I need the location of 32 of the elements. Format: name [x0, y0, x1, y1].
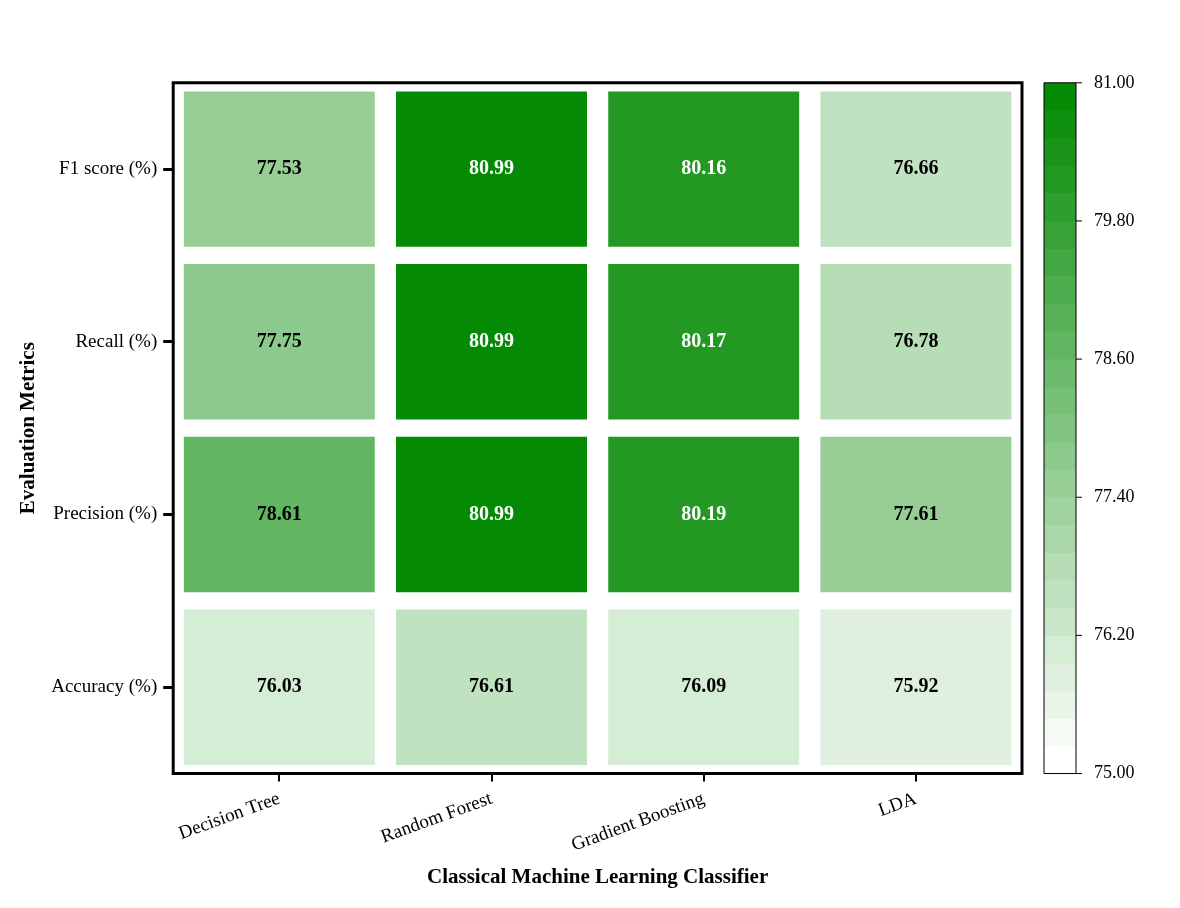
data-label: 76.78	[893, 329, 939, 351]
color-bar-label: 81.00	[1094, 71, 1135, 92]
x-axis-title: Classical Machine Learning Classifier	[426, 863, 769, 888]
x-tick-label: Decision Tree	[175, 786, 283, 843]
data-label: 76.66	[893, 156, 939, 179]
data-label: 80.16	[681, 156, 727, 179]
color-bar-label: 79.80	[1094, 209, 1135, 230]
y-tick-label: F1 score (%)	[59, 157, 158, 180]
y-tick-label: Accuracy (%)	[51, 675, 158, 698]
x-tick-label: Gradient Boosting	[568, 786, 708, 855]
data-label: 80.99	[469, 501, 515, 524]
y-tick-label: Recall (%)	[75, 329, 158, 352]
data-label: 77.53	[256, 156, 302, 179]
data-label: 80.99	[469, 329, 515, 351]
data-label: 77.75	[256, 329, 302, 351]
color-bar-label: 78.60	[1094, 347, 1135, 368]
color-bar-label: 75.00	[1094, 762, 1135, 783]
color-bar-label: 77.40	[1094, 485, 1135, 506]
color-bar-label: 76.20	[1094, 624, 1135, 645]
data-label: 80.99	[469, 156, 515, 179]
data-label: 76.03	[256, 674, 302, 697]
x-tick-label: LDA	[875, 786, 920, 821]
data-label: 75.92	[893, 674, 939, 697]
data-label: 77.61	[893, 501, 939, 524]
y-axis-title: Evaluation Metrics	[15, 342, 40, 515]
data-label: 76.61	[469, 674, 515, 697]
data-label: 80.19	[681, 501, 727, 524]
data-label: 80.17	[681, 329, 727, 351]
x-tick-label: Random Forest	[377, 786, 496, 847]
data-label: 76.09	[681, 674, 727, 697]
y-tick-label: Precision (%)	[53, 502, 158, 525]
data-label: 78.61	[256, 501, 302, 524]
